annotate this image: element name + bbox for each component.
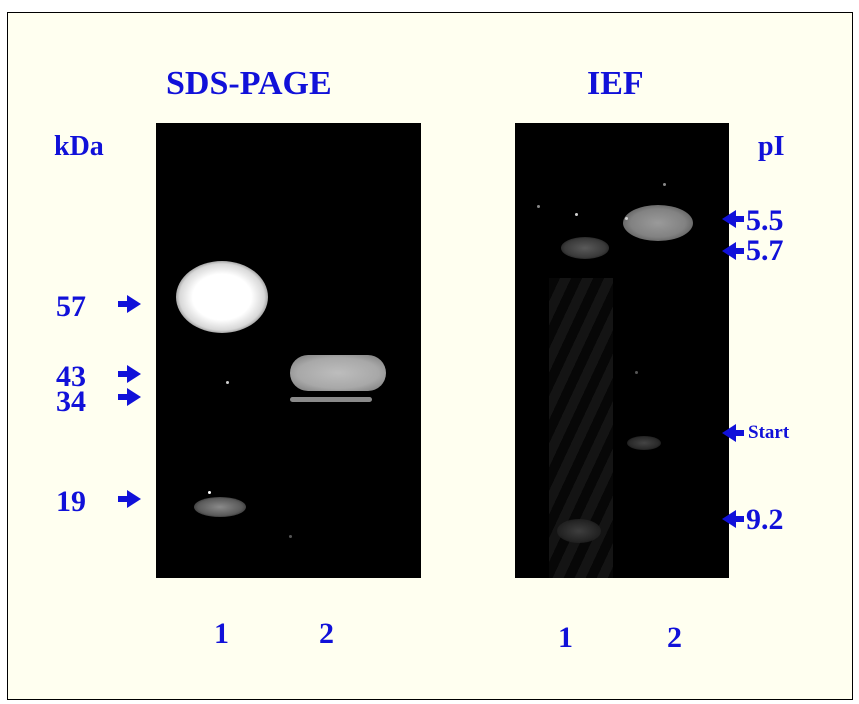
start-spot-lane2 xyxy=(627,436,661,450)
sds-page-title: SDS-PAGE xyxy=(166,65,332,102)
marker-57kda-arrow-shaft xyxy=(118,301,128,307)
marker-pi-5.7-label: 5.7 xyxy=(746,234,784,267)
band-pi-5.7-lane1 xyxy=(561,237,609,259)
band-57kda-lane1 xyxy=(176,261,268,333)
left-arrow-icon xyxy=(722,242,736,260)
band-34kda-lane2 xyxy=(290,397,372,402)
speck xyxy=(226,381,229,384)
right-arrow-icon xyxy=(127,295,141,313)
speck xyxy=(635,371,638,374)
figure-frame: SDS-PAGE IEF kDa pI 57 43 34 19 5. xyxy=(7,12,853,700)
marker-43kda-arrow-shaft xyxy=(118,371,128,377)
ief-title: IEF xyxy=(587,65,644,102)
left-arrow-icon xyxy=(722,424,736,442)
marker-57kda-label: 57 xyxy=(56,290,86,323)
speck xyxy=(289,535,292,538)
right-arrow-icon xyxy=(127,490,141,508)
left-arrow-icon xyxy=(722,210,736,228)
speck xyxy=(663,183,666,186)
marker-pi-9.2-label: 9.2 xyxy=(746,503,784,536)
band-pi-9.2-lane1 xyxy=(557,519,601,543)
band-19kda-lane1 xyxy=(194,497,246,517)
marker-start-arrow-shaft xyxy=(735,430,744,436)
speck xyxy=(208,491,211,494)
marker-start-label: Start xyxy=(748,422,790,443)
sds-page-gel xyxy=(156,123,421,578)
marker-19kda-arrow-shaft xyxy=(118,496,128,502)
marker-pi-5.5-arrow-shaft xyxy=(735,216,744,222)
marker-pi-5.7-arrow-shaft xyxy=(735,248,744,254)
band-pi-5.5-lane2 xyxy=(623,205,693,241)
right-arrow-icon xyxy=(127,388,141,406)
marker-19kda-label: 19 xyxy=(56,485,86,518)
speck xyxy=(625,217,628,220)
ief-lane-1-label: 1 xyxy=(558,621,573,654)
marker-34kda-label: 34 xyxy=(56,385,86,418)
left-arrow-icon xyxy=(722,510,736,528)
marker-pi-9.2-arrow-shaft xyxy=(735,516,744,522)
band-43kda-lane2 xyxy=(290,355,386,391)
marker-43kda-label: 43 xyxy=(56,360,86,393)
ief-gel xyxy=(515,123,729,578)
marker-34kda-arrow-shaft xyxy=(118,394,128,400)
kda-unit-label: kDa xyxy=(54,131,104,162)
marker-pi-5.5-label: 5.5 xyxy=(746,204,784,237)
speck xyxy=(575,213,578,216)
speck xyxy=(537,205,540,208)
sds-lane-1-label: 1 xyxy=(214,617,229,650)
ief-lane-2-label: 2 xyxy=(667,621,682,654)
right-arrow-icon xyxy=(127,365,141,383)
pi-unit-label: pI xyxy=(758,131,785,162)
sds-lane-2-label: 2 xyxy=(319,617,334,650)
